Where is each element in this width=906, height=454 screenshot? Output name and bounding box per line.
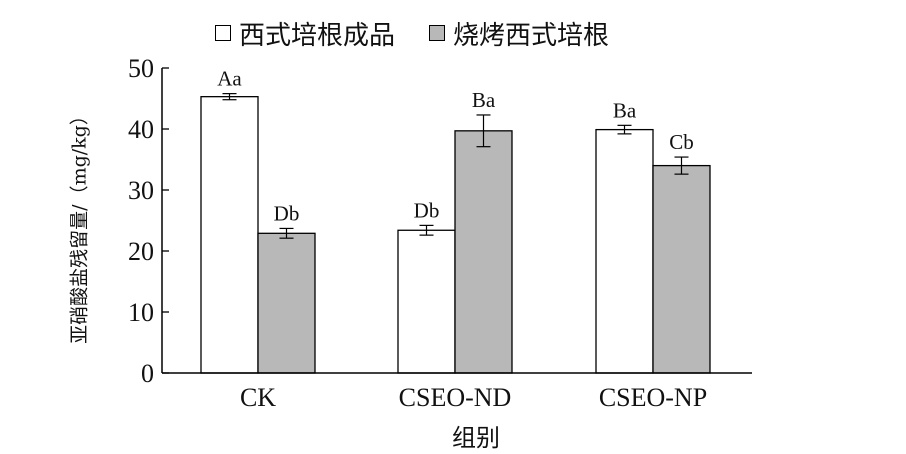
- significance-label-2-1: Db: [274, 201, 300, 225]
- significance-label-1-3: Ba: [613, 98, 637, 122]
- bar-2-ck: [257, 232, 316, 374]
- bar-2-cseo-nd: [454, 130, 513, 374]
- y-tick-label-20: 20: [128, 237, 154, 266]
- legend-item-series-1: 西式培根成品: [215, 15, 395, 52]
- significance-label-2-2: Ba: [472, 88, 496, 112]
- chart-legend: 西式培根成品 烧烤西式培根: [215, 14, 643, 52]
- y-tick-label-0: 0: [141, 359, 154, 388]
- legend-label-series-2: 烧烤西式培根: [453, 20, 610, 51]
- x-axis-label: 组别: [452, 424, 500, 452]
- legend-swatch-series-1: [215, 25, 231, 41]
- x-tick-label-cseo-np: CSEO-NP: [599, 383, 707, 412]
- bar-1-ck: [200, 96, 259, 374]
- significance-label-1-2: Db: [414, 198, 440, 222]
- y-axis-label: 亚硝酸盐残留量/（mg/kg）: [68, 106, 91, 344]
- legend-item-series-2: 烧烤西式培根: [429, 15, 609, 52]
- bar-2-cseo-np: [652, 164, 711, 374]
- legend-swatch-series-2: [429, 25, 446, 41]
- x-tick-label-ck: CK: [240, 383, 276, 412]
- y-tick-label-40: 40: [128, 115, 154, 144]
- bar-1-cseo-np: [595, 128, 654, 374]
- y-tick-label-10: 10: [128, 298, 154, 327]
- x-tick-label-cseo-nd: CSEO-ND: [399, 383, 512, 412]
- legend-label-series-1: 西式培根成品: [239, 20, 396, 51]
- significance-label-2-3: Cb: [669, 130, 694, 154]
- bar-1-cseo-nd: [397, 229, 456, 374]
- significance-label-1-1: Aa: [217, 67, 242, 91]
- y-tick-label-30: 30: [128, 176, 154, 205]
- y-tick-label-50: 50: [128, 54, 154, 83]
